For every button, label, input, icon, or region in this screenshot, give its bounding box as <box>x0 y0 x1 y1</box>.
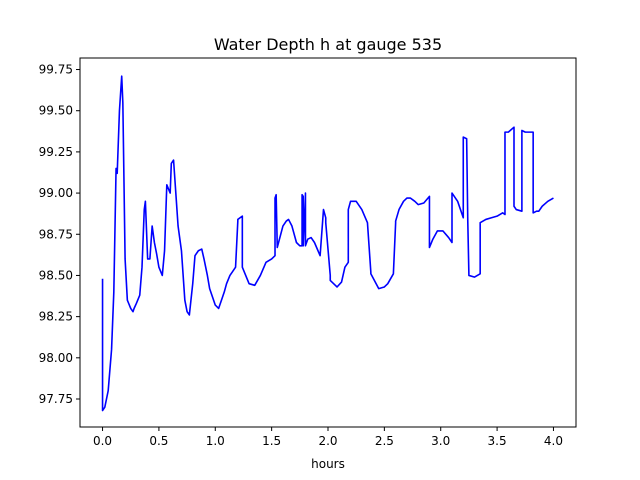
y-tick-label: 99.00 <box>39 186 73 200</box>
x-tick-label: 2.0 <box>318 434 337 448</box>
plot-frame <box>79 57 577 428</box>
axis-ticks: 0.0 0.5 1.0 1.5 2.0 2.5 3.0 3.5 4.0 97.75 98.00 98.… <box>39 63 563 448</box>
y-tick-label: 97.75 <box>39 392 73 406</box>
x-tick-label: 4.0 <box>544 434 563 448</box>
x-tick-label: 1.0 <box>206 434 225 448</box>
x-tick-label: 3.0 <box>431 434 450 448</box>
chart-title: Water Depth h at gauge 535 <box>214 35 442 54</box>
series-line <box>101 75 554 412</box>
y-tick-label: 98.25 <box>39 310 73 324</box>
x-tick-label: 2.5 <box>375 434 394 448</box>
x-tick-label: 1.5 <box>262 434 281 448</box>
y-tick-label: 98.50 <box>39 268 73 282</box>
x-tick-label: 0.0 <box>93 434 112 448</box>
x-tick-label: 0.5 <box>149 434 168 448</box>
y-tick-label: 99.25 <box>39 145 73 159</box>
x-axis-label: hours <box>311 457 345 471</box>
y-tick-label: 99.50 <box>39 104 73 118</box>
x-tick-label: 3.5 <box>488 434 507 448</box>
y-tick-label: 98.00 <box>39 351 73 365</box>
y-tick-label: 98.75 <box>39 227 73 241</box>
y-tick-label: 99.75 <box>39 63 73 77</box>
